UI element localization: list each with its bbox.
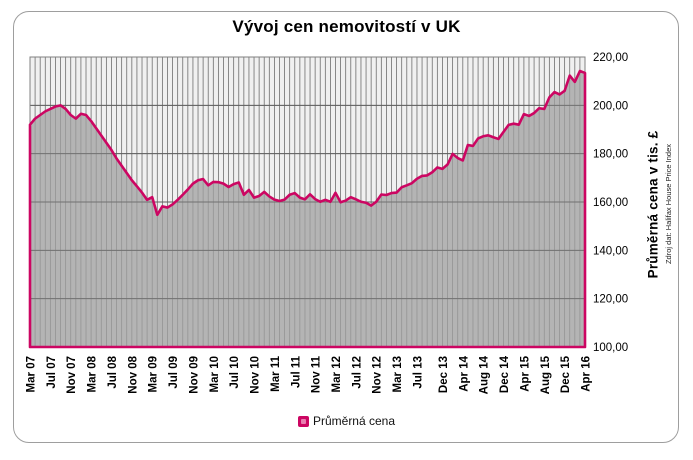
series-line bbox=[28, 69, 587, 349]
x-tick-label: Mar 07 bbox=[26, 356, 38, 392]
y-tick-label: 160,00 bbox=[593, 197, 628, 209]
x-tick-label: Nov 07 bbox=[66, 356, 78, 394]
y-tick-label: 180,00 bbox=[593, 149, 628, 161]
y-tick-label: 220,00 bbox=[593, 52, 628, 64]
x-tick-label: Jul 09 bbox=[168, 356, 180, 389]
x-tick-label: Jul 08 bbox=[107, 355, 119, 388]
source-note: Zdroj dat: Halifax House Price Index bbox=[664, 143, 673, 265]
x-tick-label: Jul 11 bbox=[290, 355, 302, 388]
x-tick-label: Mar 12 bbox=[331, 356, 343, 392]
y-tick-label: 140,00 bbox=[593, 245, 628, 257]
y-tick-label: 120,00 bbox=[593, 294, 628, 306]
chart-title: Vývoj cen nemovitostí v UK bbox=[232, 17, 461, 36]
x-tick-label: Jul 13 bbox=[412, 356, 424, 389]
x-tick-label: Dec 15 bbox=[560, 355, 572, 393]
x-tick-label: Jul 12 bbox=[351, 356, 363, 389]
legend: Průměrná cena bbox=[0, 414, 693, 428]
series-marker-dot-icon bbox=[300, 418, 306, 424]
x-tick-label: Apr 16 bbox=[581, 356, 593, 392]
x-tick-label: Mar 09 bbox=[148, 356, 160, 392]
x-tick-label: Nov 08 bbox=[127, 355, 139, 393]
x-tick-label: Mar 13 bbox=[392, 356, 404, 392]
series-area-fill bbox=[30, 71, 585, 348]
x-tick-label: Nov 12 bbox=[372, 356, 384, 394]
x-tick-label: Mar 08 bbox=[87, 355, 99, 392]
x-tick-label: Mar 10 bbox=[209, 356, 221, 392]
x-tick-label: Apr 15 bbox=[519, 355, 531, 391]
x-tick-label: Nov 10 bbox=[250, 356, 262, 394]
x-tick-label: Jul 07 bbox=[46, 356, 58, 389]
x-tick-label: Aug 14 bbox=[479, 355, 491, 394]
x-tick-label: Dec 14 bbox=[499, 355, 511, 393]
x-tick-label: Nov 09 bbox=[188, 356, 200, 394]
x-tick-label: Dec 13 bbox=[438, 356, 450, 393]
x-tick-label: Jul 10 bbox=[229, 356, 241, 389]
x-tick-label: Mar 11 bbox=[270, 355, 282, 391]
y-tick-label: 200,00 bbox=[593, 100, 628, 112]
legend-label: Průměrná cena bbox=[312, 414, 396, 428]
y-axis-title: Průměrná cena v tis. £ bbox=[645, 130, 661, 279]
x-tick-label: Aug 15 bbox=[540, 355, 552, 394]
x-tick-label: Nov 11 bbox=[311, 355, 323, 393]
series-marker-icon bbox=[297, 415, 309, 427]
x-tick-label: Apr 14 bbox=[458, 355, 470, 391]
y-tick-label: 100,00 bbox=[593, 342, 628, 354]
